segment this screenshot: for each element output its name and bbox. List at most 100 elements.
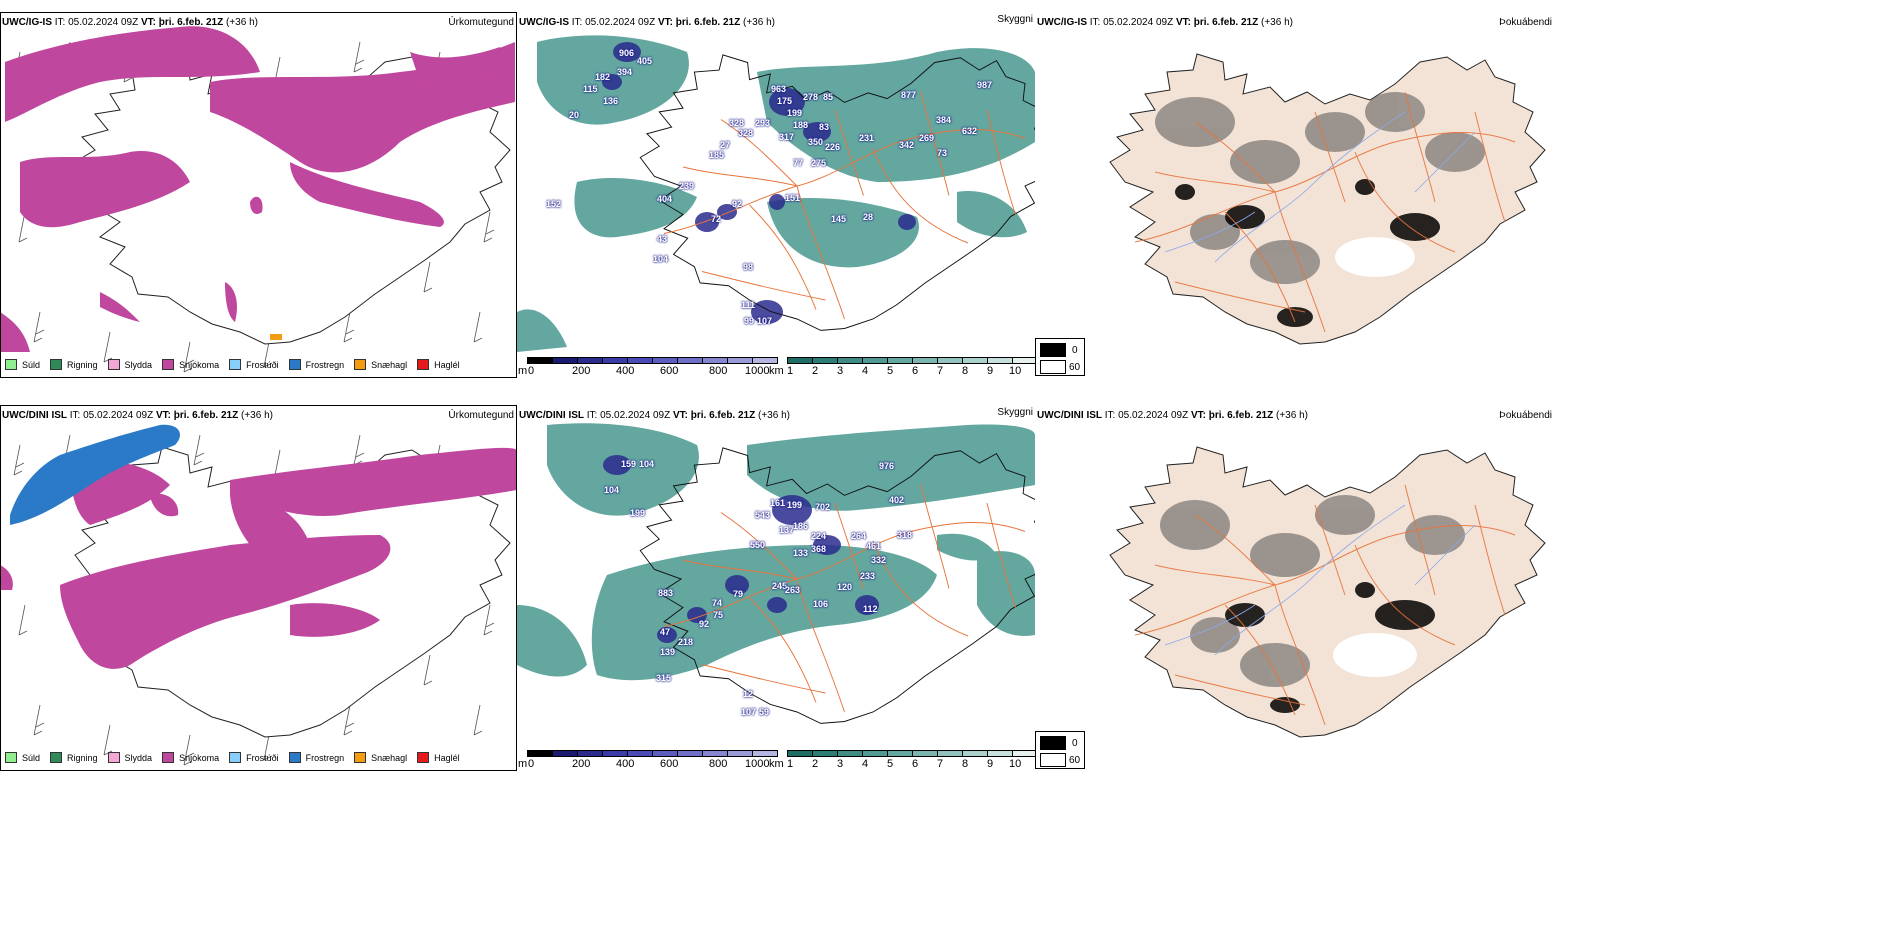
colorbar-swatch bbox=[527, 750, 553, 757]
vis-value: 145 bbox=[831, 214, 847, 224]
vis-value: 20 bbox=[569, 110, 580, 120]
vis-value: 104 bbox=[604, 485, 620, 495]
fog-header-row2: UWC/DINI ISL IT: 05.02.2024 09Z VT: þri.… bbox=[1037, 410, 1308, 421]
vis-value: 342 bbox=[899, 140, 915, 150]
legend-swatch bbox=[107, 359, 120, 370]
vis-value: 136 bbox=[603, 96, 619, 106]
fog-title-row2: Þokuábendi bbox=[1499, 410, 1552, 421]
vis-value: 384 bbox=[936, 115, 952, 125]
legend-item: Snæhagl bbox=[354, 359, 407, 370]
snow-pellets-area bbox=[270, 334, 282, 340]
vis-value: 85 bbox=[823, 92, 834, 102]
fog-swatch bbox=[1040, 753, 1066, 767]
rivers bbox=[1164, 504, 1476, 656]
vis-value: 92 bbox=[699, 619, 710, 629]
colorbar-tick: 800 bbox=[709, 365, 728, 377]
vis-value: 75 bbox=[713, 610, 724, 620]
precip-header-row1: UWC/IG-IS IT: 05.02.2024 09Z VT: þri. 6.… bbox=[2, 17, 258, 28]
vis-value: 461 bbox=[866, 541, 882, 551]
vis-value: 702 bbox=[815, 502, 831, 512]
vis-value: 332 bbox=[871, 555, 887, 565]
colorbar-swatch bbox=[937, 750, 963, 757]
colorbar-swatch bbox=[887, 357, 913, 364]
fog-header-row1: UWC/IG-IS IT: 05.02.2024 09Z VT: þri. 6.… bbox=[1037, 17, 1293, 28]
fog-map-row2 bbox=[1109, 446, 1546, 738]
colorbar-tick: 0 bbox=[528, 365, 535, 377]
colorbar-tick: 400 bbox=[616, 758, 635, 770]
legend-swatch bbox=[50, 359, 63, 370]
colorbar-tick: 1000 bbox=[745, 365, 770, 377]
vis-title-row1: Skyggni bbox=[997, 14, 1033, 25]
snow-areas bbox=[0, 447, 517, 669]
precip-map-row1 bbox=[0, 26, 515, 373]
snow-areas bbox=[0, 26, 515, 352]
vis-value: 161 bbox=[770, 498, 786, 508]
vis-value: 263 bbox=[785, 585, 801, 595]
legend-item: Súld bbox=[5, 752, 40, 763]
colorbar-swatch bbox=[577, 750, 603, 757]
fog-panel-row1: UWC/IG-IS IT: 05.02.2024 09Z VT: þri. 6.… bbox=[1035, 12, 1555, 378]
colorbar-swatch bbox=[627, 357, 653, 364]
vis-value: 73 bbox=[937, 148, 948, 158]
legend-item: Súld bbox=[5, 359, 40, 370]
vis-value: 906 bbox=[619, 48, 635, 58]
vis-value: 404 bbox=[657, 194, 673, 204]
colorbar-swatch bbox=[652, 750, 678, 757]
legend-item: Snjókoma bbox=[162, 752, 219, 763]
vis-value: 137 bbox=[779, 525, 795, 535]
vis-value: 231 bbox=[859, 133, 875, 143]
precip-title-row2: Úrkomutegund bbox=[448, 410, 514, 421]
colorbar-tick: 600 bbox=[660, 758, 679, 770]
colorbar-tick: 2 bbox=[812, 365, 819, 377]
colorbar-tick: 6 bbox=[912, 758, 919, 770]
vis-panel-row1: 906 405 182 394 115 136 20 328 293 328 2… bbox=[517, 12, 1035, 378]
legend-item: Rigning bbox=[50, 359, 98, 370]
colorbar-swatch bbox=[627, 750, 653, 757]
colorbar-tick: 0 bbox=[528, 758, 535, 770]
vis-value: 632 bbox=[962, 126, 978, 136]
fog-clear bbox=[1335, 237, 1415, 277]
colorbar-tick: 4 bbox=[862, 365, 869, 377]
vis-value: 218 bbox=[678, 637, 694, 647]
vis-value: 328 bbox=[738, 128, 754, 138]
colorbar-swatch bbox=[912, 750, 938, 757]
vis-value: 394 bbox=[617, 67, 633, 77]
colorbar-swatch bbox=[787, 357, 813, 364]
colorbar-swatch bbox=[987, 750, 1013, 757]
legend-item: Frostregn bbox=[288, 752, 344, 763]
legend-swatch bbox=[288, 359, 301, 370]
colorbar-swatch bbox=[787, 750, 813, 757]
colorbar-swatch bbox=[552, 357, 578, 364]
vis-value: 350 bbox=[808, 137, 824, 147]
colorbar-tick: 200 bbox=[572, 758, 591, 770]
vis-value: 293 bbox=[755, 118, 771, 128]
vis-value: 199 bbox=[630, 508, 646, 518]
colorbar-swatch bbox=[727, 357, 753, 364]
precip-frame-row2 bbox=[0, 405, 517, 771]
vis-value: 43 bbox=[657, 234, 668, 244]
colorbar-swatch bbox=[1012, 750, 1035, 757]
colorbar-swatch bbox=[552, 750, 578, 757]
vis-value: 27 bbox=[720, 140, 731, 150]
fog-clear bbox=[1333, 633, 1417, 677]
vis-value: 318 bbox=[897, 530, 913, 540]
fog-legend-row2: 0 60 bbox=[1035, 731, 1085, 769]
vis-value: 233 bbox=[860, 571, 876, 581]
legend-swatch bbox=[354, 359, 367, 370]
colorbar-tick: 1000 bbox=[745, 758, 770, 770]
colorbar-tick: 3 bbox=[837, 365, 844, 377]
legend-swatch bbox=[5, 359, 17, 370]
vis-value: 543 bbox=[755, 510, 771, 520]
colorbar-swatch bbox=[937, 357, 963, 364]
vis-value: 976 bbox=[879, 461, 895, 471]
fog-legend-label: 0 bbox=[1072, 738, 1078, 749]
colorbar-swatch bbox=[987, 357, 1013, 364]
legend-item: Slydda bbox=[107, 359, 152, 370]
vis-value: 112 bbox=[863, 604, 878, 614]
vis-value: 188 bbox=[793, 120, 809, 130]
rivers bbox=[1164, 111, 1476, 263]
colorbar-unit: km bbox=[769, 365, 784, 377]
legend-item: Rigning bbox=[50, 752, 98, 763]
vis-header-row1: UWC/IG-IS IT: 05.02.2024 09Z VT: þri. 6.… bbox=[519, 17, 775, 28]
vis-value: 226 bbox=[825, 142, 841, 152]
